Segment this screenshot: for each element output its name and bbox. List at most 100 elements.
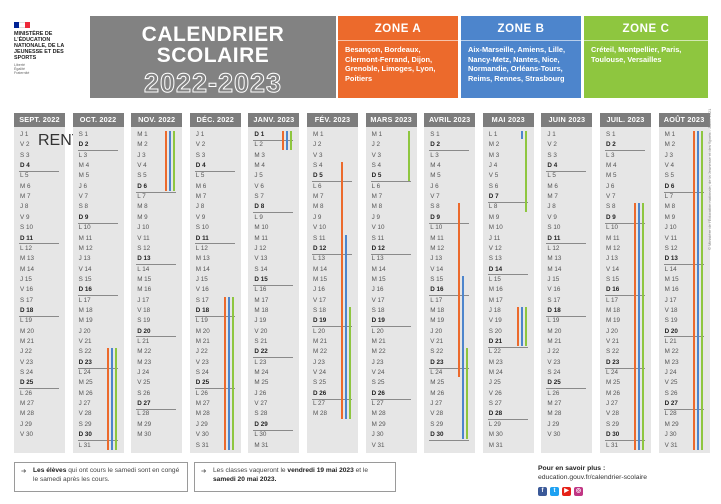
- facebook-icon[interactable]: f: [538, 487, 547, 496]
- week-separator: [370, 398, 411, 400]
- day-cell: D 16: [430, 286, 444, 294]
- holiday-bar-zone-b: [227, 296, 230, 450]
- more-info-link[interactable]: education.gouv.fr/calendrier-scolaire: [538, 474, 648, 481]
- day-cell: J 23: [371, 358, 384, 366]
- day-cell: M 7: [195, 193, 207, 201]
- day-cell: M 21: [371, 338, 386, 345]
- day-cell: M 14: [195, 265, 210, 273]
- day-cell: V 4: [137, 162, 147, 170]
- day-cell: M 28: [371, 410, 386, 418]
- day-cell: J 22: [195, 348, 208, 356]
- youtube-icon[interactable]: ▶: [562, 487, 571, 496]
- day-cell: D 18: [20, 306, 34, 314]
- week-separator: [312, 398, 352, 400]
- week-separator: [429, 222, 470, 224]
- day-cell: J 6: [606, 182, 615, 190]
- instagram-icon[interactable]: ◎: [574, 487, 583, 496]
- day-cell: S 15: [606, 275, 619, 283]
- day-cell: D 9: [78, 213, 89, 221]
- title-block: CALENDRIER SCOLAIRE 2022-2023: [90, 16, 336, 99]
- week-separator: [605, 222, 645, 224]
- day-cell: J 12: [254, 244, 267, 252]
- holiday-bar-zone-c: [524, 306, 527, 347]
- month-header: JANV. 2023: [248, 113, 300, 127]
- day-cell: J 9: [313, 213, 322, 221]
- day-cell: S 24: [547, 369, 561, 377]
- day-cell: L 7: [664, 193, 674, 201]
- day-cell: D 28: [488, 410, 503, 418]
- day-cell: D 15: [254, 275, 268, 283]
- day-cell: D 30: [430, 431, 444, 439]
- day-cell: M 30: [137, 431, 152, 439]
- day-cell: D 20: [664, 327, 678, 335]
- month-column: DÉC. 2022 J 1 V 2 S 3 D 4 L 5 M 6 M 7 J 8 V 9 S 10…: [189, 113, 241, 453]
- holiday-bar-zone-c: [524, 131, 527, 212]
- day-cell: J 3: [137, 151, 146, 159]
- day-cell: J 11: [488, 234, 501, 242]
- month-column: FÉV. 2023 M 1 J 2 V 3 S 4 D 5 L 6 M 7 M 8 J 9 V 10…: [307, 113, 358, 453]
- day-cell: L 20: [313, 327, 326, 335]
- day-cell: D 30: [78, 431, 92, 439]
- arrow-icon: ➔: [21, 468, 27, 475]
- day-cell: L 6: [313, 182, 322, 190]
- day-cell: L 23: [254, 358, 267, 366]
- day-cell: L 3: [606, 151, 615, 159]
- month-header: FÉV. 2023: [307, 113, 358, 127]
- day-cell: V 7: [606, 193, 616, 201]
- day-cell: M 22: [371, 348, 386, 356]
- title-year: 2022-2023: [143, 68, 283, 99]
- day-cell: V 9: [195, 213, 206, 221]
- day-cell: V 14: [606, 265, 619, 273]
- day-cell: L 19: [20, 317, 33, 325]
- day-cell: V 6: [254, 182, 264, 190]
- week-separator: [663, 191, 704, 193]
- day-cell: M 30: [488, 431, 503, 439]
- day-cell: L 31: [606, 441, 619, 449]
- week-separator: [546, 388, 587, 390]
- day-cell: M 6: [20, 182, 31, 190]
- day-cell: D 11: [20, 234, 33, 242]
- day-cell: S 15: [430, 275, 444, 283]
- twitter-icon[interactable]: t: [550, 487, 559, 496]
- day-cell: D 18: [547, 306, 561, 314]
- week-separator: [370, 253, 411, 255]
- zone-cities: Besançon, Bordeaux, Clermont-Ferrand, Di…: [345, 45, 436, 83]
- day-cell: V 12: [488, 244, 502, 252]
- day-cell: V 16: [547, 286, 561, 294]
- day-cell: J 23: [313, 358, 325, 366]
- holiday-bar-zone-c: [700, 131, 703, 450]
- day-cell: D 11: [195, 234, 209, 242]
- day-cell: M 29: [371, 420, 386, 428]
- holiday-bar-zone-a: [282, 131, 285, 150]
- day-cell: M 21: [547, 338, 562, 345]
- day-cell: S 11: [313, 234, 326, 242]
- day-cell: M 15: [664, 275, 679, 283]
- day-cell: M 15: [137, 275, 152, 283]
- week-separator: [546, 243, 587, 245]
- day-cell: M 20: [547, 327, 562, 335]
- day-cell: D 26: [313, 389, 327, 397]
- day-cell: V 28: [606, 410, 619, 418]
- day-cell: S 24: [195, 369, 209, 377]
- day-cell: M 19: [606, 317, 620, 325]
- holiday-bar-zone-b: [696, 131, 699, 450]
- day-cell: M 14: [371, 265, 386, 273]
- day-cell: D 11: [547, 234, 561, 242]
- day-cell: D 6: [137, 182, 147, 190]
- month-column: AVRIL 2023 S 1 D 2 L 3 M 4 M 5 J 6 V 7 S 8 D 9 L 1…: [424, 113, 476, 453]
- day-cell: L 13: [371, 255, 384, 263]
- day-cell: D 27: [664, 400, 678, 408]
- day-cell: D 6: [664, 182, 675, 190]
- day-cell: J 8: [20, 203, 29, 211]
- day-cell: M 2: [137, 141, 148, 149]
- week-separator: [370, 181, 411, 183]
- day-cell: J 20: [78, 327, 91, 335]
- day-cell: V 16: [195, 286, 209, 294]
- day-cell: M 5: [430, 172, 441, 180]
- day-cell: M 4: [78, 162, 90, 170]
- may-note-date2: samedi 20 mai 2023.: [213, 475, 277, 483]
- day-cell: V 30: [195, 431, 209, 439]
- day-cell: V 26: [488, 389, 502, 397]
- may-note-prefix: Les classes vaqueront le: [213, 467, 288, 474]
- day-cell: M 7: [20, 193, 31, 201]
